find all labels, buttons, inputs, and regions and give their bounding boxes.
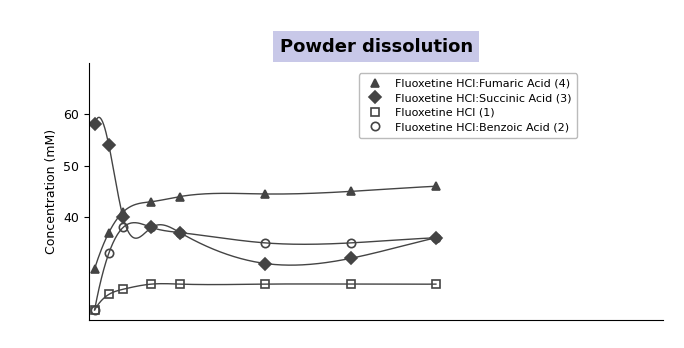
Fluoxetine HCl:Benzoic Acid (2) (90, 308, 98, 312)
Fluoxetine HCl:Fumaric Acid (4) (176, 195, 184, 199)
Fluoxetine HCl:Succinic Acid (3) (347, 256, 355, 260)
Fluoxetine HCl:Succinic Acid (3) (90, 122, 98, 127)
Fluoxetine HCl:Succinic Acid (3) (176, 230, 184, 235)
Fluoxetine HCl:Fumaric Acid (4) (90, 267, 98, 271)
Fluoxetine HCl:Succinic Acid (3) (105, 143, 113, 147)
Fluoxetine HCl:Fumaric Acid (4) (147, 200, 155, 204)
Fluoxetine HCl (1) (347, 282, 355, 286)
Fluoxetine HCl:Benzoic Acid (2) (119, 226, 127, 230)
Fluoxetine HCl (1) (119, 287, 127, 291)
Y-axis label: Concentration (mM): Concentration (mM) (44, 129, 57, 254)
Fluoxetine HCl:Benzoic Acid (2) (176, 230, 184, 235)
Fluoxetine HCl:Succinic Acid (3) (119, 215, 127, 219)
Fluoxetine HCl (1) (176, 282, 184, 286)
Fluoxetine HCl:Succinic Acid (3) (432, 236, 440, 240)
Fluoxetine HCl:Fumaric Acid (4) (261, 192, 269, 196)
Fluoxetine HCl:Fumaric Acid (4) (119, 210, 127, 214)
Fluoxetine HCl:Benzoic Acid (2) (347, 241, 355, 245)
Fluoxetine HCl (1) (261, 282, 269, 286)
Line: Fluoxetine HCl:Succinic Acid (3): Fluoxetine HCl:Succinic Acid (3) (90, 120, 440, 268)
Legend: Fluoxetine HCl:Fumaric Acid (4), Fluoxetine HCl:Succinic Acid (3), Fluoxetine HC: Fluoxetine HCl:Fumaric Acid (4), Fluoxet… (359, 73, 577, 138)
Line: Fluoxetine HCl:Fumaric Acid (4): Fluoxetine HCl:Fumaric Acid (4) (90, 182, 440, 273)
Fluoxetine HCl (1) (147, 282, 155, 286)
Fluoxetine HCl:Benzoic Acid (2) (432, 236, 440, 240)
Fluoxetine HCl (1) (432, 282, 440, 286)
Fluoxetine HCl:Succinic Acid (3) (147, 226, 155, 230)
Line: Fluoxetine HCl:Benzoic Acid (2): Fluoxetine HCl:Benzoic Acid (2) (90, 223, 440, 314)
Fluoxetine HCl:Benzoic Acid (2) (261, 241, 269, 245)
Fluoxetine HCl:Fumaric Acid (4) (347, 189, 355, 193)
Fluoxetine HCl (1) (90, 308, 98, 312)
Fluoxetine HCl:Fumaric Acid (4) (432, 184, 440, 188)
Fluoxetine HCl:Benzoic Acid (2) (147, 226, 155, 230)
Line: Fluoxetine HCl (1): Fluoxetine HCl (1) (90, 280, 440, 314)
Fluoxetine HCl:Succinic Acid (3) (261, 261, 269, 266)
Title: Powder dissolution: Powder dissolution (280, 38, 473, 56)
Fluoxetine HCl:Benzoic Acid (2) (105, 251, 113, 255)
Fluoxetine HCl:Fumaric Acid (4) (105, 230, 113, 235)
Fluoxetine HCl (1) (105, 292, 113, 296)
